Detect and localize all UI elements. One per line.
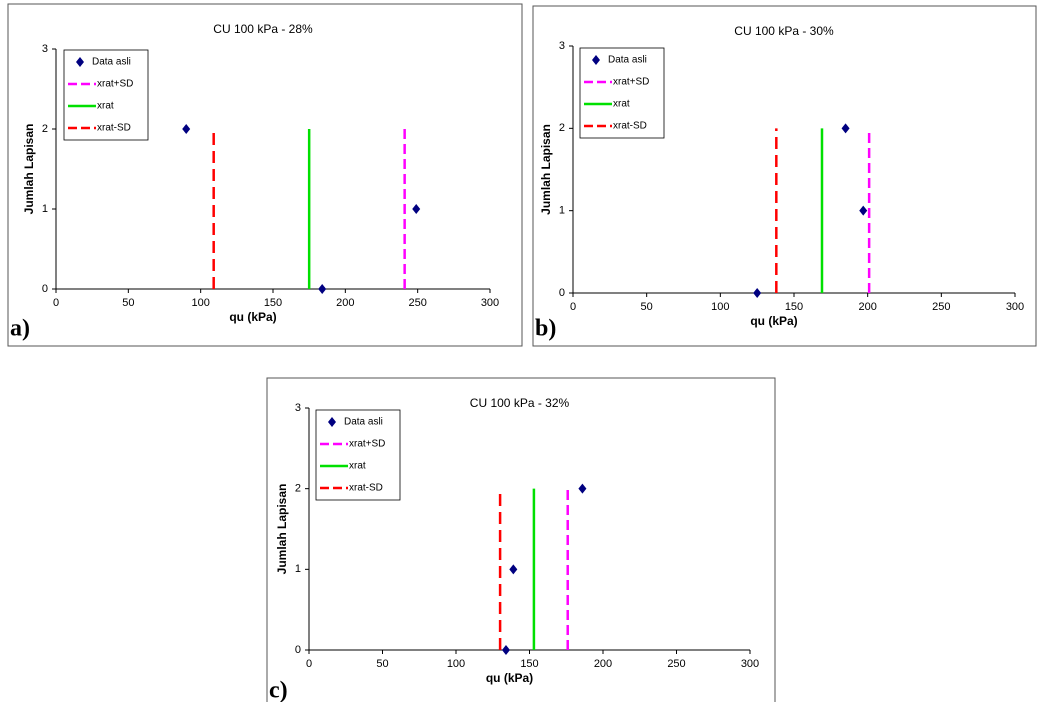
- y-tick-label: 3: [42, 43, 48, 55]
- x-tick-label: 150: [520, 658, 538, 670]
- x-tick-label: 100: [447, 658, 465, 670]
- panel-label: c): [269, 678, 288, 702]
- chart-title: CU 100 kPa - 32%: [470, 396, 570, 410]
- x-tick-label: 250: [932, 301, 950, 313]
- x-tick-label: 200: [336, 297, 354, 309]
- x-tick-label: 300: [481, 297, 499, 309]
- data-point: [318, 284, 327, 294]
- y-tick-label: 2: [42, 123, 48, 135]
- legend-label: Data asli: [344, 417, 383, 428]
- chart-title: CU 100 kPa - 30%: [734, 24, 834, 38]
- data-point: [182, 124, 191, 134]
- x-axis-label: qu (kPa): [229, 310, 276, 324]
- y-tick-label: 2: [295, 483, 301, 495]
- x-tick-label: 0: [306, 658, 312, 670]
- data-point: [859, 205, 868, 216]
- legend-box: [579, 47, 665, 139]
- y-tick-label: 0: [295, 644, 301, 656]
- legend-symbol: [328, 417, 336, 427]
- chart-title: CU 100 kPa - 28%: [213, 22, 313, 36]
- x-tick-label: 250: [408, 297, 426, 309]
- y-tick-label: 3: [295, 402, 301, 414]
- x-tick-label: 200: [594, 658, 612, 670]
- x-tick-label: 100: [711, 301, 729, 313]
- y-tick-label: 0: [559, 287, 565, 299]
- x-tick-label: 150: [785, 301, 803, 313]
- legend-symbol: [592, 55, 600, 65]
- data-point: [501, 645, 510, 655]
- y-axis-label: Jumlah Lapisan: [22, 124, 36, 215]
- x-tick-label: 50: [376, 658, 388, 670]
- legend-label: xrat+SD: [613, 77, 649, 88]
- legend-label: xrat-SD: [613, 121, 647, 132]
- data-point: [841, 123, 850, 134]
- legend-label: xrat+SD: [97, 79, 133, 90]
- x-tick-label: 200: [858, 301, 876, 313]
- y-tick-label: 3: [559, 40, 565, 52]
- y-tick-label: 1: [559, 205, 565, 217]
- legend-label: xrat-SD: [349, 483, 383, 494]
- y-tick-label: 0: [42, 283, 48, 295]
- legend-label: xrat: [97, 101, 114, 112]
- legend-box: [63, 49, 149, 141]
- legend-symbol: [76, 57, 84, 67]
- x-axis-label: qu (kPa): [486, 671, 533, 685]
- x-tick-label: 50: [122, 297, 134, 309]
- y-tick-label: 2: [559, 122, 565, 134]
- x-tick-label: 0: [53, 297, 59, 309]
- y-axis-label: Jumlah Lapisan: [275, 484, 289, 575]
- legend-label: xrat-SD: [97, 123, 131, 134]
- x-axis-label: qu (kPa): [750, 314, 797, 328]
- x-tick-label: 300: [1006, 301, 1024, 313]
- legend-box: [315, 409, 401, 501]
- x-tick-label: 150: [264, 297, 282, 309]
- data-point: [412, 204, 421, 214]
- legend-label: Data asli: [92, 57, 131, 68]
- legend-label: xrat: [613, 99, 630, 110]
- legend-label: xrat: [349, 461, 366, 472]
- x-tick-label: 0: [570, 301, 576, 313]
- legend-label: Data asli: [608, 55, 647, 66]
- panel-label: a): [10, 316, 30, 342]
- x-tick-label: 250: [667, 658, 685, 670]
- x-tick-label: 300: [741, 658, 759, 670]
- data-point: [753, 288, 762, 298]
- data-point: [509, 564, 518, 575]
- y-tick-label: 1: [295, 563, 301, 575]
- data-point: [578, 483, 587, 494]
- y-tick-label: 1: [42, 203, 48, 215]
- x-tick-label: 50: [641, 301, 653, 313]
- y-axis-label: Jumlah Lapisan: [539, 124, 553, 215]
- legend-label: xrat+SD: [349, 439, 385, 450]
- x-tick-label: 100: [191, 297, 209, 309]
- panel-label: b): [535, 316, 556, 342]
